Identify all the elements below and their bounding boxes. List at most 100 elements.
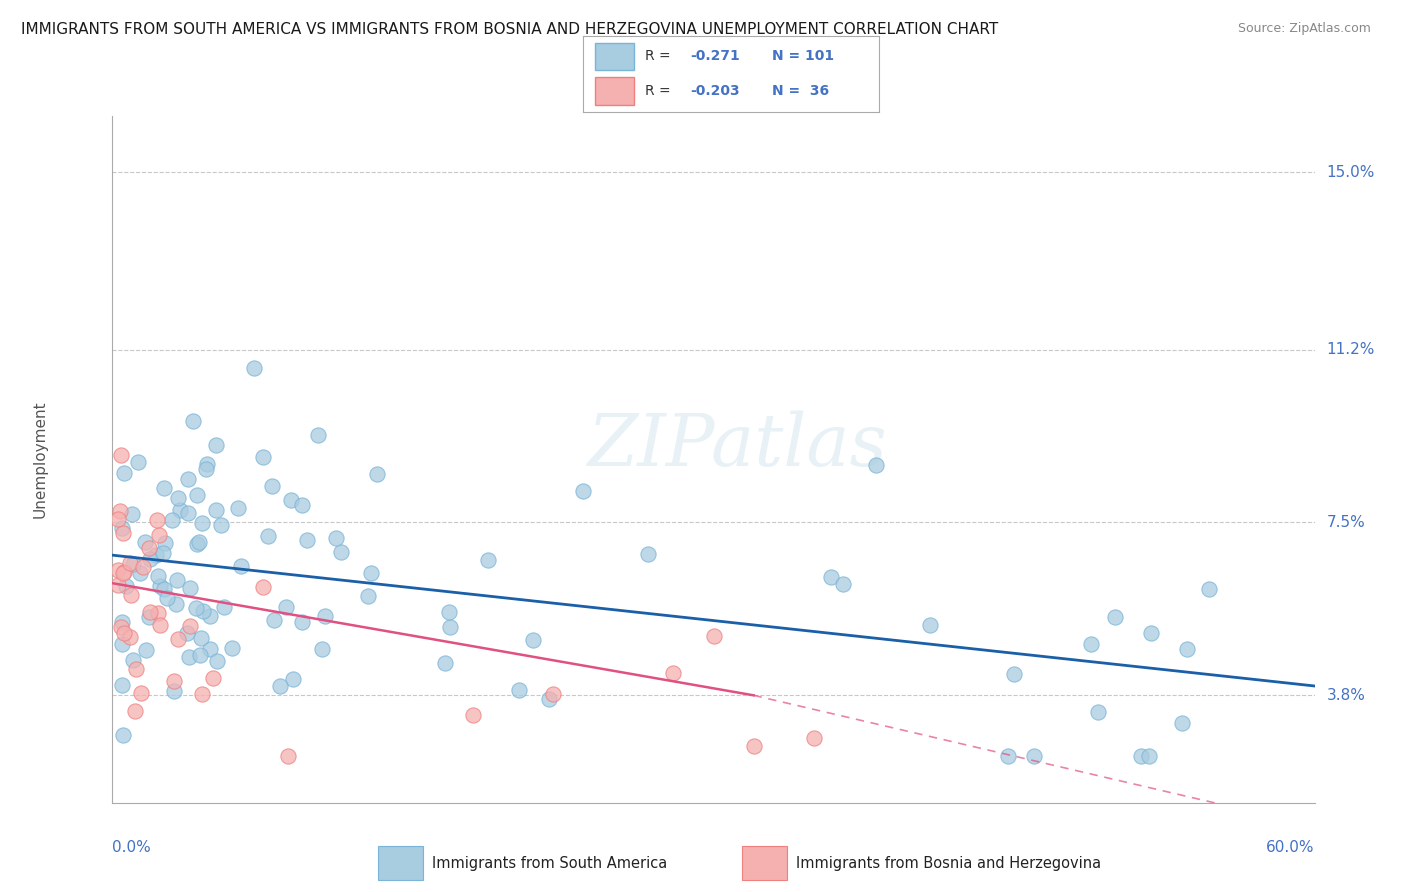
Point: [111, 728, 134, 742]
Point: [1022, 749, 1045, 764]
Point: [162, 684, 184, 698]
Point: [477, 553, 499, 567]
Point: [291, 498, 314, 512]
Point: [291, 615, 314, 629]
Point: [865, 458, 887, 473]
Point: [121, 652, 143, 666]
Point: [280, 493, 302, 508]
Point: [122, 558, 145, 572]
Point: [121, 508, 143, 522]
Point: [281, 672, 304, 686]
Point: [366, 467, 388, 481]
Text: N = 101: N = 101: [772, 49, 835, 63]
Point: [153, 481, 176, 495]
Point: [188, 648, 211, 662]
Point: [145, 548, 167, 562]
Point: [111, 526, 134, 541]
Text: Immigrants from South America: Immigrants from South America: [433, 855, 668, 871]
Point: [202, 671, 225, 685]
Point: [1002, 667, 1025, 681]
Point: [191, 687, 214, 701]
Point: [107, 512, 129, 526]
Point: [139, 552, 162, 566]
Text: 0.0%: 0.0%: [112, 840, 152, 855]
Point: [152, 546, 174, 560]
Point: [169, 503, 191, 517]
Point: [537, 692, 560, 706]
Point: [263, 613, 285, 627]
Point: [1130, 749, 1153, 764]
Point: [1104, 609, 1126, 624]
Point: [221, 640, 243, 655]
Point: [920, 618, 942, 632]
Point: [997, 749, 1019, 764]
Point: [176, 472, 198, 486]
Point: [163, 674, 186, 689]
Point: [662, 666, 685, 681]
Point: [129, 566, 152, 580]
Text: R =: R =: [645, 49, 675, 63]
Point: [742, 739, 765, 754]
Point: [156, 591, 179, 605]
Point: [820, 569, 842, 583]
Text: -0.271: -0.271: [690, 49, 740, 63]
Text: 15.0%: 15.0%: [1327, 164, 1375, 179]
Text: -0.203: -0.203: [690, 84, 740, 98]
Point: [205, 503, 228, 517]
Point: [146, 513, 169, 527]
Point: [183, 414, 205, 428]
Point: [138, 541, 160, 555]
Point: [256, 528, 278, 542]
Point: [637, 547, 659, 561]
Point: [1171, 715, 1194, 730]
Text: Source: ZipAtlas.com: Source: ZipAtlas.com: [1237, 22, 1371, 36]
Point: [167, 632, 190, 646]
Point: [139, 605, 162, 619]
Point: [439, 619, 461, 633]
Point: [314, 609, 336, 624]
Point: [329, 544, 352, 558]
Point: [186, 488, 208, 502]
Point: [179, 650, 201, 665]
Point: [543, 687, 565, 701]
Point: [132, 559, 155, 574]
Point: [115, 579, 138, 593]
Point: [1175, 641, 1198, 656]
Point: [325, 531, 347, 545]
Point: [176, 506, 198, 520]
Point: [111, 521, 134, 535]
Point: [186, 537, 208, 551]
Text: N =  36: N = 36: [772, 84, 830, 98]
Point: [112, 626, 135, 640]
Point: [148, 606, 170, 620]
Point: [307, 427, 329, 442]
Point: [125, 662, 148, 676]
Point: [179, 619, 201, 633]
Point: [1087, 706, 1109, 720]
Point: [1198, 582, 1220, 597]
Point: [437, 605, 460, 619]
Point: [149, 579, 172, 593]
Bar: [595, 78, 634, 104]
Point: [702, 629, 725, 643]
Point: [120, 588, 142, 602]
Point: [165, 598, 187, 612]
Point: [831, 577, 853, 591]
Point: [184, 601, 207, 615]
Point: [461, 707, 484, 722]
Point: [187, 535, 209, 549]
Point: [107, 578, 129, 592]
Text: Immigrants from Bosnia and Herzegovina: Immigrants from Bosnia and Herzegovina: [796, 855, 1102, 871]
Point: [160, 513, 183, 527]
Point: [149, 618, 172, 632]
Point: [166, 573, 188, 587]
Point: [111, 615, 134, 629]
Point: [118, 556, 141, 570]
Bar: [742, 846, 787, 880]
Text: Unemployment: Unemployment: [32, 401, 48, 518]
Point: [242, 360, 264, 375]
Point: [114, 565, 136, 579]
Point: [205, 654, 228, 668]
Point: [111, 566, 134, 581]
Point: [194, 462, 217, 476]
